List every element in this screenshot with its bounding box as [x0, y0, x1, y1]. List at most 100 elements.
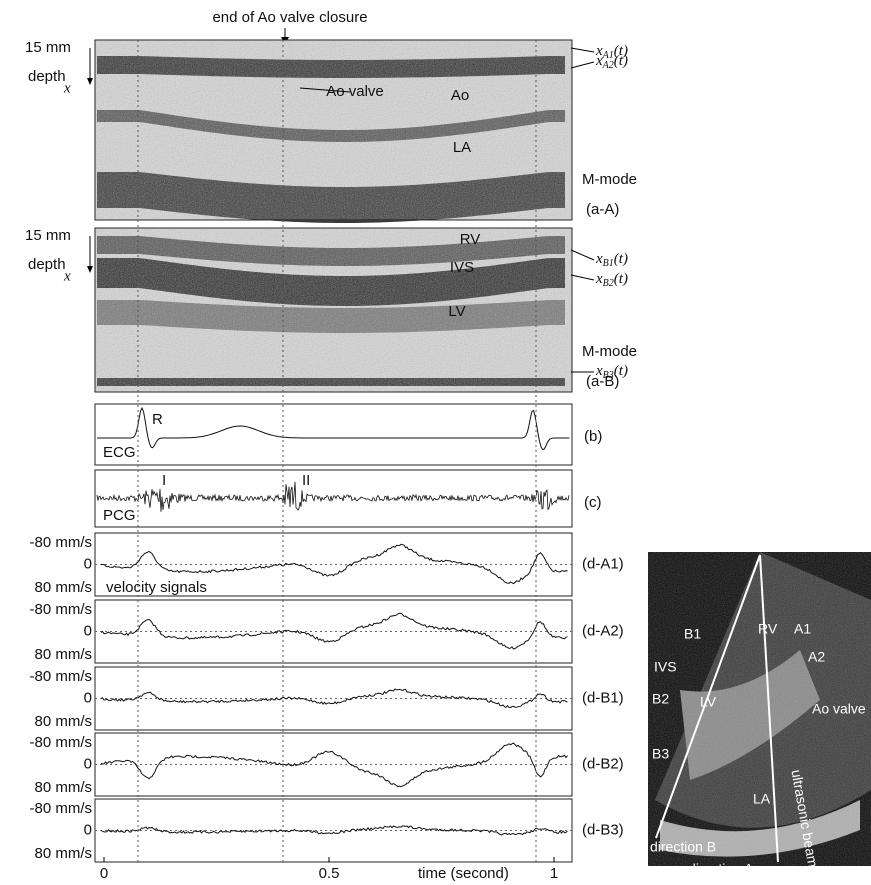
arrow-head — [87, 266, 93, 273]
image-label: A1 — [794, 621, 811, 637]
axis-var: x — [63, 80, 71, 96]
image-label: B1 — [684, 626, 701, 642]
note: velocity signals — [106, 579, 207, 596]
trace-label: xA1(t) — [595, 43, 628, 61]
axis-var: x — [63, 268, 71, 284]
depth-label: 15 mm — [25, 227, 71, 244]
velocity-wave — [100, 825, 568, 836]
pcg-wave — [96, 481, 570, 512]
y-tick-label: 80 mm/s — [34, 579, 92, 596]
structure-label: RV — [460, 231, 481, 248]
structure-label: IVS — [450, 259, 474, 276]
y-tick-label: 0 — [84, 689, 92, 706]
panel-id: (d-A1) — [582, 555, 624, 572]
structure-label: LA — [453, 139, 471, 156]
trace-label: xB3(t) — [595, 363, 628, 381]
panel-id: (a-B) — [586, 373, 619, 390]
pointer — [299, 87, 351, 93]
trace-base: x — [595, 251, 603, 267]
trace-base: x — [595, 43, 603, 59]
y-tick-label: 0 — [84, 821, 92, 838]
structure-label: Ao — [451, 87, 469, 104]
x-tick-label: 0 — [100, 865, 108, 882]
trace-sub: B1 — [603, 258, 614, 269]
x-tick-label: 1 — [550, 865, 558, 882]
trace-pointer — [570, 61, 595, 69]
trace-base: x — [595, 271, 603, 287]
panel-id: (d-B2) — [582, 755, 624, 772]
trace-arg: (t) — [614, 43, 628, 59]
speckle — [96, 41, 571, 219]
image-label: LV — [700, 694, 717, 710]
trace-arg: (t) — [614, 251, 628, 267]
velocity-wave — [100, 742, 568, 788]
panel-id: (d-B1) — [582, 689, 624, 706]
image-label: LA — [753, 791, 771, 807]
y-tick-label: 80 mm/s — [34, 779, 92, 796]
speckle — [648, 552, 871, 866]
y-tick-label: 80 mm/s — [34, 845, 92, 862]
axis-label: depth — [28, 256, 66, 273]
velocity-wave — [100, 688, 568, 709]
y-tick-label: 0 — [84, 555, 92, 572]
trace-sub: B2 — [603, 278, 614, 289]
trace-arg: (t) — [614, 271, 628, 287]
image-label: A2 — [808, 649, 825, 665]
panel-id: (d-A2) — [582, 622, 624, 639]
trace-base: x — [595, 53, 603, 69]
beam-b — [655, 554, 761, 839]
trace-sub: B3 — [603, 370, 614, 381]
trace-arg: (t) — [614, 53, 628, 69]
mode-label: M-mode — [582, 343, 637, 360]
y-tick-label: -80 mm/s — [29, 734, 92, 751]
y-tick-label: 80 mm/s — [34, 713, 92, 730]
velocity-wave — [100, 543, 568, 585]
structure-label: Ao valve — [326, 83, 384, 100]
trace-sub: A1 — [602, 50, 614, 61]
image-label: Ao valve — [812, 701, 866, 717]
trace-label: xA2(t) — [595, 53, 628, 71]
trace-pointer — [570, 47, 595, 53]
panel-id: (c) — [584, 494, 602, 511]
y-tick-label: -80 mm/s — [29, 601, 92, 618]
y-tick-label: 80 mm/s — [34, 646, 92, 663]
sound-label: I — [162, 472, 166, 489]
image-label: B3 — [652, 746, 669, 762]
structure-label: LV — [448, 303, 465, 320]
panel-id: (b) — [584, 428, 602, 445]
x-tick-label: 0.5 — [319, 865, 340, 882]
trace-pointer — [570, 249, 595, 261]
image-label: direction B — [650, 839, 716, 855]
image-label: RV — [758, 621, 778, 637]
panel-frame — [94, 403, 573, 466]
signal-name: PCG — [103, 507, 136, 524]
beam-a — [759, 554, 779, 863]
ecg-wave — [97, 406, 570, 451]
panel-id: (a-A) — [586, 201, 619, 218]
image-label: direction A — [688, 861, 754, 877]
trace-label: xB1(t) — [595, 251, 628, 269]
trace-base: x — [595, 363, 603, 379]
y-tick-label: -80 mm/s — [29, 668, 92, 685]
panel-frame — [94, 469, 573, 528]
trace-pointer — [570, 274, 595, 281]
y-tick-label: 0 — [84, 622, 92, 639]
image-label: B2 — [652, 691, 669, 707]
y-tick-label: -80 mm/s — [29, 800, 92, 817]
trace-sub: A2 — [602, 60, 614, 71]
signal-name: ECG — [103, 444, 136, 461]
axis-label: depth — [28, 68, 66, 85]
y-tick-label: 0 — [84, 755, 92, 772]
image-label: IVS — [654, 659, 677, 675]
trace-label: xB2(t) — [595, 271, 628, 289]
panel-id: (d-B3) — [582, 821, 624, 838]
velocity-wave — [100, 612, 568, 650]
mode-label: M-mode — [582, 171, 637, 188]
x-axis-label: time (second) — [418, 865, 509, 882]
arrow-head — [87, 78, 93, 85]
y-tick-label: -80 mm/s — [29, 534, 92, 551]
depth-label: 15 mm — [25, 39, 71, 56]
trace-arg: (t) — [614, 363, 628, 379]
